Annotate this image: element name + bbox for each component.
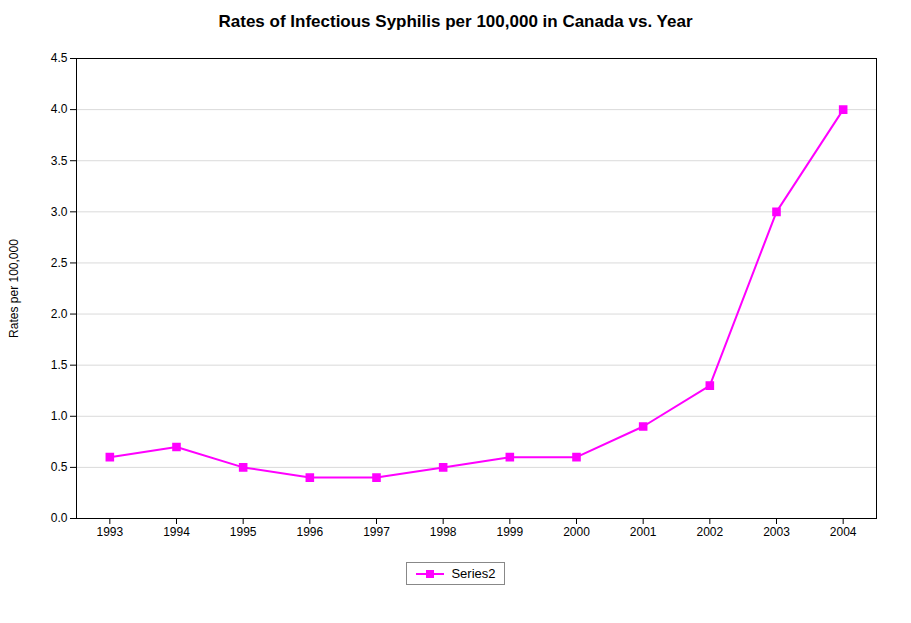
svg-text:1993: 1993	[96, 525, 123, 539]
svg-text:2002: 2002	[696, 525, 723, 539]
html-text:Series2: Series2	[451, 566, 496, 581]
svg-text:1995: 1995	[229, 525, 256, 539]
svg-text:1.5: 1.5	[50, 358, 67, 372]
svg-text:2001: 2001	[629, 525, 656, 539]
svg-text:4.5: 4.5	[50, 51, 67, 65]
svg-text:0.5: 0.5	[50, 460, 67, 474]
svg-text:3.0: 3.0	[50, 205, 67, 219]
svg-text:1997: 1997	[363, 525, 390, 539]
html-text:Rates of Infectious Syphilis p: Rates of Infectious Syphilis per 100,000…	[218, 12, 693, 31]
svg-text:0.0: 0.0	[50, 511, 67, 525]
svg-text:2000: 2000	[563, 525, 590, 539]
svg-text:Rates per 100,000: Rates per 100,000	[7, 239, 21, 338]
svg-text:1996: 1996	[296, 525, 323, 539]
svg-text:2.0: 2.0	[50, 307, 67, 321]
svg-text:2.5: 2.5	[50, 256, 67, 270]
svg-text:4.0: 4.0	[50, 102, 67, 116]
svg-text:1994: 1994	[163, 525, 190, 539]
svg-text:2004: 2004	[829, 525, 856, 539]
svg-text:2003: 2003	[763, 525, 790, 539]
svg-text:1998: 1998	[429, 525, 456, 539]
svg-text:3.5: 3.5	[50, 154, 67, 168]
svg-text:1.0: 1.0	[50, 409, 67, 423]
svg-text:1999: 1999	[496, 525, 523, 539]
